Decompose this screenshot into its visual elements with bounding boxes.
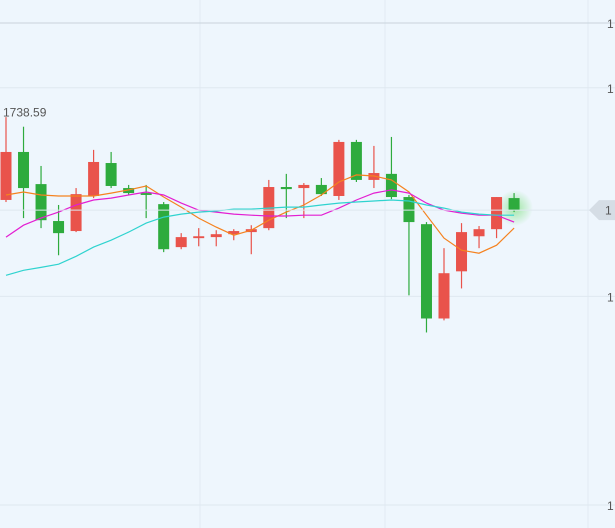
price-tag — [589, 200, 615, 221]
candle-body — [53, 221, 65, 234]
candle-body — [140, 193, 152, 195]
candle-body — [403, 197, 415, 223]
candle-body — [175, 237, 187, 248]
y-tick-label: 1 — [607, 17, 614, 31]
ma-line — [5, 174, 515, 254]
candle-body — [508, 198, 520, 211]
candle-body — [315, 184, 327, 195]
y-tick-label: 1 — [607, 291, 614, 305]
candle-body — [105, 163, 117, 186]
candle-body — [438, 273, 450, 319]
candle-body — [456, 232, 468, 272]
y-tick-label: 1 — [607, 82, 614, 96]
candle-body — [0, 151, 12, 200]
candle-body — [210, 234, 222, 238]
candle-body — [193, 236, 205, 239]
ma-line — [5, 199, 515, 276]
candle-body — [298, 184, 310, 189]
candle-body — [70, 194, 82, 232]
candle-body — [473, 229, 485, 237]
candle-body — [333, 141, 345, 196]
candle-body — [280, 187, 292, 190]
candle-body — [88, 161, 100, 196]
ma-line — [5, 189, 515, 238]
candle-body — [491, 197, 503, 230]
candle-body — [385, 173, 397, 198]
candle-body — [350, 141, 362, 180]
y-tick-label: 1 — [607, 499, 614, 513]
candle-body — [228, 231, 240, 235]
candle-body — [420, 224, 432, 319]
candle-body — [35, 184, 47, 221]
candle-body — [18, 151, 30, 189]
candle-body — [123, 188, 135, 194]
high-label: 1738.59 — [3, 105, 47, 119]
candle-body — [158, 204, 170, 250]
price-tag-label: 1 — [605, 203, 612, 217]
